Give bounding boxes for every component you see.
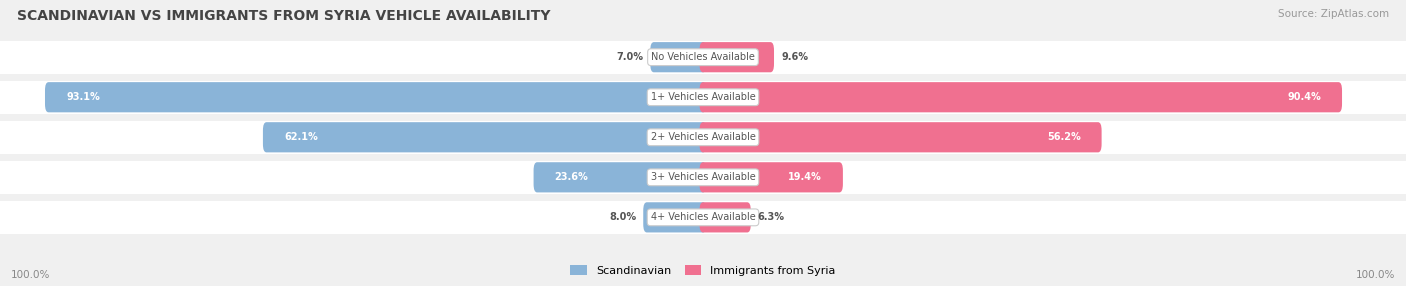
FancyBboxPatch shape bbox=[0, 188, 1406, 246]
FancyBboxPatch shape bbox=[700, 122, 1102, 152]
Text: 9.6%: 9.6% bbox=[782, 52, 808, 62]
FancyBboxPatch shape bbox=[263, 122, 707, 152]
Text: 3+ Vehicles Available: 3+ Vehicles Available bbox=[651, 172, 755, 182]
FancyBboxPatch shape bbox=[700, 202, 751, 233]
FancyBboxPatch shape bbox=[0, 148, 1406, 206]
FancyBboxPatch shape bbox=[0, 28, 1406, 86]
Text: 2+ Vehicles Available: 2+ Vehicles Available bbox=[651, 132, 755, 142]
FancyBboxPatch shape bbox=[534, 162, 707, 192]
FancyBboxPatch shape bbox=[0, 68, 1406, 126]
Text: 7.0%: 7.0% bbox=[616, 52, 644, 62]
Text: 23.6%: 23.6% bbox=[554, 172, 589, 182]
FancyBboxPatch shape bbox=[644, 202, 707, 233]
Text: 1+ Vehicles Available: 1+ Vehicles Available bbox=[651, 92, 755, 102]
FancyBboxPatch shape bbox=[0, 108, 1406, 166]
Text: No Vehicles Available: No Vehicles Available bbox=[651, 52, 755, 62]
Text: 93.1%: 93.1% bbox=[66, 92, 100, 102]
FancyBboxPatch shape bbox=[700, 82, 1343, 112]
Text: 90.4%: 90.4% bbox=[1286, 92, 1322, 102]
Text: SCANDINAVIAN VS IMMIGRANTS FROM SYRIA VEHICLE AVAILABILITY: SCANDINAVIAN VS IMMIGRANTS FROM SYRIA VE… bbox=[17, 9, 550, 23]
FancyBboxPatch shape bbox=[700, 162, 844, 192]
Text: 62.1%: 62.1% bbox=[284, 132, 318, 142]
Legend: Scandinavian, Immigrants from Syria: Scandinavian, Immigrants from Syria bbox=[567, 261, 839, 281]
Text: 100.0%: 100.0% bbox=[11, 270, 51, 280]
Text: 6.3%: 6.3% bbox=[758, 212, 785, 222]
FancyBboxPatch shape bbox=[650, 42, 707, 72]
FancyBboxPatch shape bbox=[45, 82, 707, 112]
Text: 19.4%: 19.4% bbox=[787, 172, 821, 182]
FancyBboxPatch shape bbox=[700, 42, 775, 72]
Text: Source: ZipAtlas.com: Source: ZipAtlas.com bbox=[1278, 9, 1389, 19]
Text: 56.2%: 56.2% bbox=[1046, 132, 1080, 142]
Text: 8.0%: 8.0% bbox=[609, 212, 637, 222]
Text: 4+ Vehicles Available: 4+ Vehicles Available bbox=[651, 212, 755, 222]
Text: 100.0%: 100.0% bbox=[1355, 270, 1395, 280]
